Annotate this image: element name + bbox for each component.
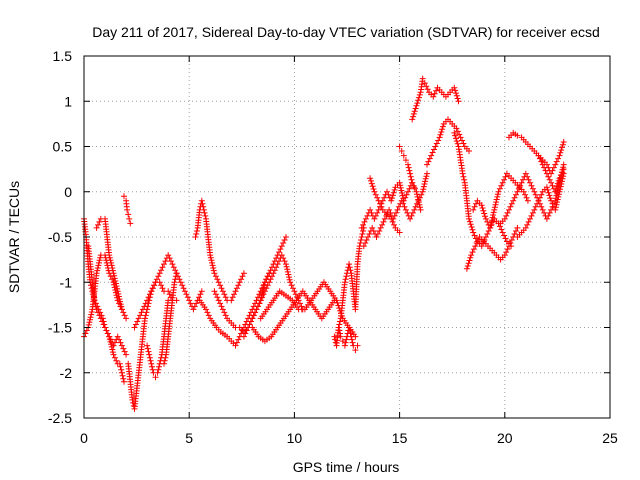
y-tick-label: -0.5 [48, 229, 72, 245]
series-markers [451, 129, 515, 250]
series-markers [192, 197, 247, 304]
series-AD [535, 152, 567, 195]
series-Y [463, 224, 521, 272]
series-markers [535, 152, 567, 195]
series-markers [463, 224, 521, 272]
x-tick-label: 15 [392, 430, 408, 446]
x-tick-label: 10 [287, 430, 303, 446]
y-axis-label: SDTVAR / TECUs [6, 181, 22, 293]
series-M [240, 252, 306, 340]
series-markers [424, 116, 472, 168]
series-R [358, 179, 424, 231]
series-markers [240, 252, 306, 340]
y-tick-label: 1.5 [53, 48, 73, 64]
y-tick-label: -1.5 [48, 320, 72, 336]
series-markers [257, 279, 359, 340]
series-markers [396, 143, 418, 191]
series-X [451, 129, 515, 250]
series-Q [335, 324, 361, 354]
series-T [367, 175, 403, 236]
series-U [396, 143, 418, 191]
series-W [424, 116, 472, 168]
series-markers [85, 243, 127, 385]
series-G [131, 252, 205, 331]
series-AC [514, 170, 567, 240]
series-markers [335, 324, 361, 354]
series-AB [506, 129, 567, 177]
x-tick-label: 25 [602, 430, 618, 446]
series-markers [514, 170, 567, 240]
series-S [360, 170, 430, 250]
y-tick-label: -2 [60, 365, 73, 381]
y-tick-label: -2.5 [48, 410, 72, 426]
x-tick-label: 5 [185, 430, 193, 446]
x-tick-label: 20 [497, 430, 513, 446]
series-markers [358, 179, 424, 231]
series-H [144, 297, 172, 381]
grid [84, 56, 610, 418]
y-tick-label: -1 [60, 274, 73, 290]
series-markers [211, 234, 289, 335]
data-marks [81, 75, 567, 412]
x-tick-label: 0 [80, 430, 88, 446]
series-O [257, 279, 359, 340]
y-tick-label: 0.5 [53, 139, 73, 155]
series-L [211, 234, 289, 335]
series-markers [409, 75, 462, 123]
y-tick-label: 1 [64, 93, 72, 109]
series-Z [470, 170, 531, 231]
series-E [121, 193, 134, 227]
series-markers [367, 175, 403, 236]
series-markers [125, 279, 180, 412]
series-markers [161, 270, 180, 367]
x-axis-label: GPS time / hours [293, 459, 400, 475]
series-D [93, 215, 130, 322]
series-J [192, 197, 247, 304]
series-markers [470, 170, 531, 231]
series-B [85, 243, 127, 385]
series-V [409, 75, 462, 123]
series-markers [131, 252, 205, 331]
chart-title: Day 211 of 2017, Sidereal Day-to-day VTE… [92, 24, 600, 40]
series-markers [506, 129, 567, 177]
axis-ticks: 0 5 10 15 20 25 -2.5 -2 -1.5 -1 -0.5 0 0.5 1 1.5 [48, 48, 618, 446]
series-markers [360, 170, 430, 250]
series-markers [93, 215, 130, 322]
series-markers [121, 193, 134, 227]
series-I [161, 270, 180, 367]
series-markers [144, 297, 172, 381]
series-F [125, 279, 180, 412]
y-tick-label: 0 [64, 184, 72, 200]
